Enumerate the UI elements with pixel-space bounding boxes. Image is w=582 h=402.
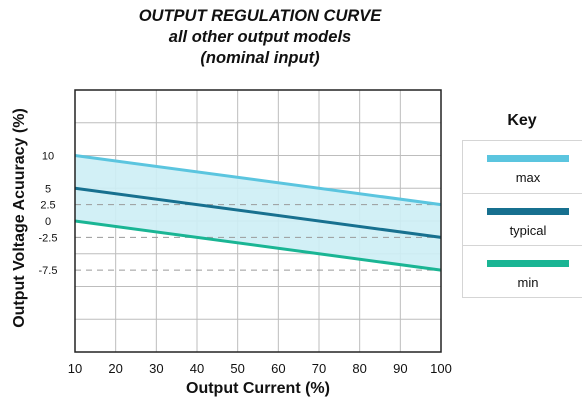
x-tick-label-30: 30 bbox=[149, 361, 163, 376]
series-line-max bbox=[74, 154, 442, 207]
x-tick-label-10: 10 bbox=[68, 361, 82, 376]
y-tick-label-1: 5 bbox=[45, 183, 51, 195]
chart-title-line-3: (nominal input) bbox=[200, 49, 320, 67]
dashed-reference-layer bbox=[75, 204, 441, 271]
x-tick-label-60: 60 bbox=[271, 361, 285, 376]
chart-title: OUTPUT REGULATION CURVE all other output… bbox=[60, 6, 460, 69]
legend-swatch-min bbox=[487, 260, 569, 267]
key-title: Key bbox=[507, 112, 537, 129]
x-tick-label-100: 100 bbox=[430, 361, 452, 376]
y-tick-label-5: -7.5 bbox=[39, 265, 58, 277]
plot-frame-layer bbox=[74, 89, 442, 353]
x-tick-label-50: 50 bbox=[230, 361, 244, 376]
x-tick-labels: 10 20 30 40 50 60 70 80 90 100 bbox=[68, 361, 452, 376]
legend: max typical min bbox=[462, 140, 582, 298]
legend-label-max: max bbox=[515, 170, 541, 185]
y-tick-label-4: -2.5 bbox=[39, 232, 58, 244]
y-tick-label-2: 2.5 bbox=[40, 200, 55, 212]
legend-item-min: min bbox=[463, 245, 582, 297]
series-line-typical bbox=[74, 186, 442, 239]
x-tick-label-80: 80 bbox=[352, 361, 366, 376]
series-layer bbox=[74, 154, 442, 272]
legend-item-typical: typical bbox=[463, 193, 582, 245]
chart-title-line-2: all other output models bbox=[168, 28, 352, 46]
y-tick-labels: 10 5 2.5 0 -2.5 -7.5 bbox=[39, 151, 58, 278]
x-tick-label-40: 40 bbox=[190, 361, 204, 376]
x-tick-label-70: 70 bbox=[312, 361, 326, 376]
legend-swatch-typical bbox=[487, 208, 569, 215]
chart-title-line-1: OUTPUT REGULATION CURVE bbox=[138, 7, 382, 25]
legend-item-max: max bbox=[463, 141, 582, 193]
y-tick-label-3: 0 bbox=[45, 216, 51, 228]
legend-swatch-max bbox=[487, 155, 569, 162]
legend-label-typical: typical bbox=[509, 223, 547, 238]
y-tick-label-0: 10 bbox=[42, 151, 54, 163]
x-tick-label-20: 20 bbox=[108, 361, 122, 376]
x-tick-label-90: 90 bbox=[393, 361, 407, 376]
y-axis-label: Output Voltage Acuuracy (%) bbox=[11, 108, 28, 328]
series-line-min bbox=[74, 219, 442, 272]
legend-label-min: min bbox=[517, 275, 539, 290]
x-axis-label: Output Current (%) bbox=[186, 380, 330, 397]
plot-frame bbox=[74, 89, 442, 353]
